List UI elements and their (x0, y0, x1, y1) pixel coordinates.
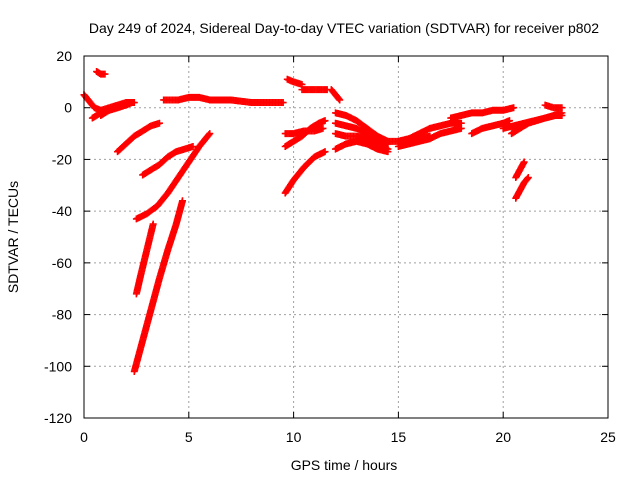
data-point (128, 99, 136, 107)
data-series-arc-22 (394, 124, 465, 150)
x-tick-label: 0 (80, 429, 88, 445)
data-series-arc-15 (281, 117, 329, 150)
data-series-arc-2 (93, 68, 109, 78)
data-point (101, 70, 109, 78)
data-series-arc-20 (332, 137, 392, 156)
x-tick-label: 5 (185, 429, 193, 445)
data-point (205, 131, 213, 139)
data-series-arc-12 (298, 86, 331, 94)
data-point (321, 148, 329, 156)
data-series-arc-23 (384, 132, 434, 145)
axes: 0 5 10 15 20 25 -120 -100 -80 -60 -40 -20 0 20 (44, 48, 616, 445)
data-point (524, 175, 532, 183)
y-tick-label: 20 (56, 48, 72, 64)
data-series-arc-28 (541, 101, 566, 112)
data-series-arc-8 (130, 197, 187, 375)
data-point (321, 117, 329, 125)
data-point (384, 148, 392, 156)
data-point (510, 104, 518, 112)
data-point (426, 132, 434, 140)
data-point (179, 197, 187, 205)
y-tick-label: 0 (64, 100, 72, 116)
data-series-arc-5 (114, 119, 163, 156)
data-point (206, 130, 214, 138)
y-axis-label: SDTVAR / TECUs (5, 181, 21, 293)
data-series-arc-4 (97, 99, 136, 119)
data-point (189, 143, 197, 150)
x-tick-label: 15 (391, 429, 407, 445)
data-series-arc-30 (512, 174, 532, 202)
data-point (149, 220, 157, 228)
data-point (336, 96, 344, 104)
y-tick-label: -120 (44, 410, 72, 426)
data-point (335, 95, 343, 103)
data-marks (80, 68, 566, 375)
data-series-arc-18 (332, 119, 392, 148)
y-tick-label: -80 (52, 307, 72, 323)
data-series-arc-24 (447, 104, 518, 122)
data-point (319, 124, 327, 132)
data-point (457, 124, 465, 132)
data-point (520, 158, 528, 166)
data-point (505, 117, 513, 125)
data-point (279, 99, 287, 107)
data-series-arc-6 (132, 130, 214, 223)
x-tick-label: 20 (495, 429, 511, 445)
data-series-arc-11 (283, 75, 306, 88)
data-point (558, 104, 566, 112)
data-point (155, 119, 163, 127)
data-series-arc-14 (281, 148, 329, 197)
data-series-arc-27 (508, 109, 566, 138)
data-point (524, 174, 532, 182)
data-series-arc-7 (132, 220, 157, 298)
y-tick-label: -100 (44, 358, 72, 374)
data-series-arc-10 (160, 93, 287, 107)
x-axis-label: GPS time / hours (291, 457, 398, 473)
grid-lines (84, 56, 608, 418)
chart-title: Day 249 of 2024, Sidereal Day-to-day VTE… (89, 20, 599, 36)
y-tick-label: -40 (52, 203, 72, 219)
y-tick-label: -20 (52, 151, 72, 167)
x-tick-label: 10 (286, 429, 302, 445)
data-series-arc-29 (512, 158, 528, 182)
data-series-arc-16 (281, 124, 327, 138)
y-tick-label: -60 (52, 255, 72, 271)
data-series-arc-13 (327, 86, 344, 104)
x-tick-label: 25 (600, 429, 616, 445)
plot-frame (83, 55, 609, 419)
data-series-arc-9 (139, 143, 197, 179)
